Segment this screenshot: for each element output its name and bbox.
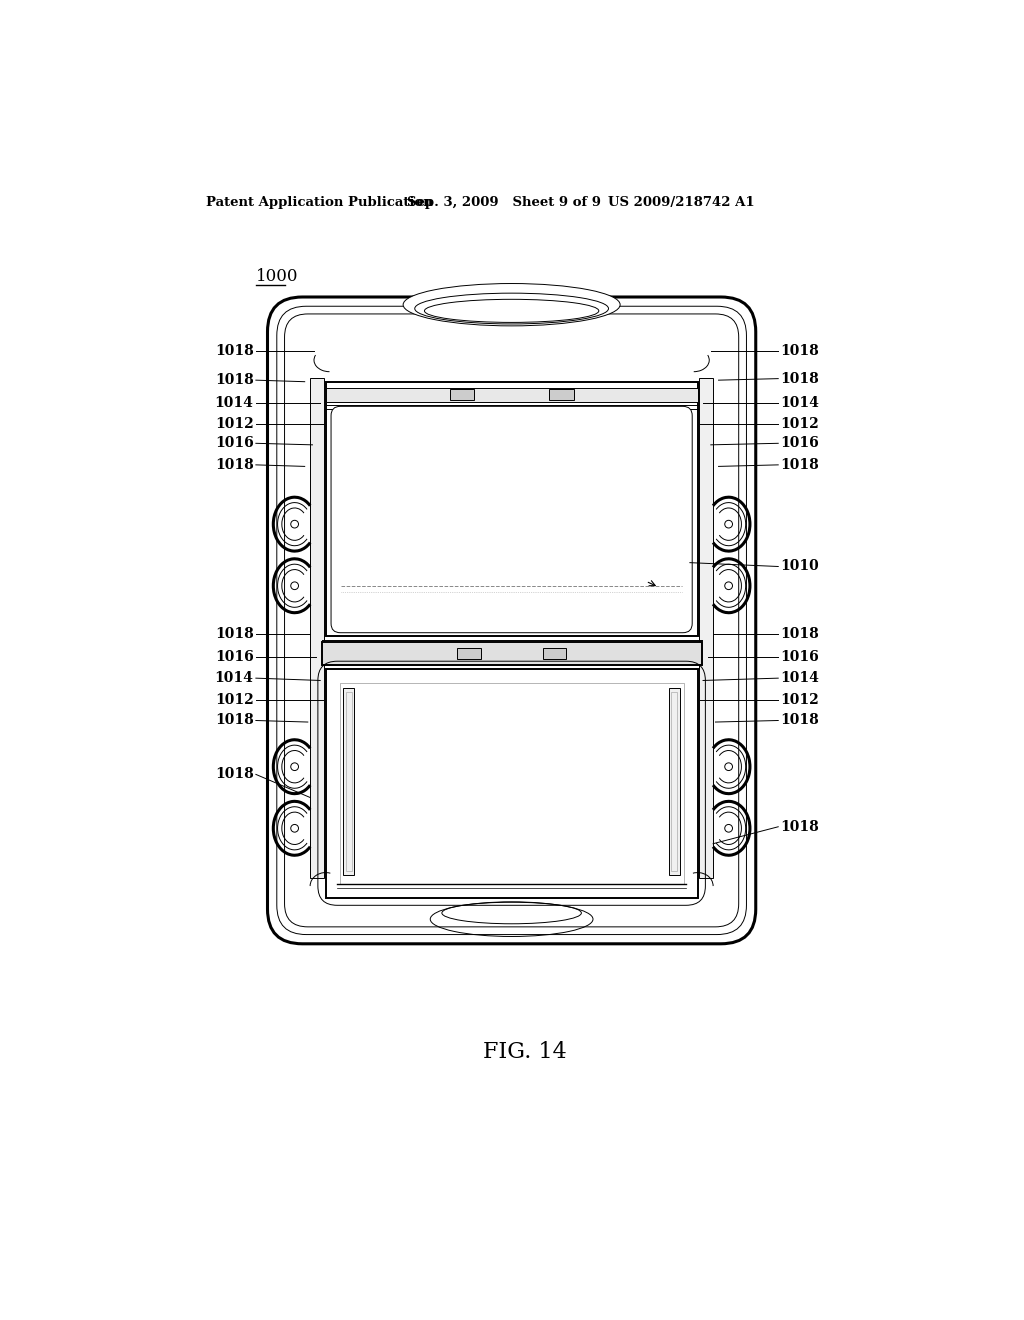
Bar xyxy=(346,692,352,871)
Bar xyxy=(669,688,680,875)
Text: 1014: 1014 xyxy=(780,396,819,411)
Ellipse shape xyxy=(403,284,621,326)
Bar xyxy=(343,688,354,875)
Bar xyxy=(326,669,697,898)
Text: 1012: 1012 xyxy=(215,693,254,706)
Text: 1018: 1018 xyxy=(780,820,819,834)
Circle shape xyxy=(291,582,299,590)
Text: 1018: 1018 xyxy=(215,714,254,727)
Text: US 2009/218742 A1: US 2009/218742 A1 xyxy=(608,197,755,209)
Text: Sep. 3, 2009   Sheet 9 of 9: Sep. 3, 2009 Sheet 9 of 9 xyxy=(407,197,601,209)
Text: 1018: 1018 xyxy=(215,767,254,781)
Bar xyxy=(458,648,480,659)
Text: 1018: 1018 xyxy=(780,345,819,358)
Bar xyxy=(543,648,566,659)
Bar xyxy=(326,388,697,401)
Text: 1018: 1018 xyxy=(215,374,254,387)
Text: 1016: 1016 xyxy=(780,651,819,664)
Text: 1014: 1014 xyxy=(215,671,254,685)
Text: Patent Application Publication: Patent Application Publication xyxy=(206,197,432,209)
Text: 1010: 1010 xyxy=(780,560,819,573)
Text: 1014: 1014 xyxy=(780,671,819,685)
Bar xyxy=(672,692,678,871)
Text: 1016: 1016 xyxy=(780,437,819,450)
Circle shape xyxy=(725,763,732,771)
Text: FIG. 14: FIG. 14 xyxy=(483,1040,566,1063)
Text: 1012: 1012 xyxy=(215,417,254,432)
FancyBboxPatch shape xyxy=(267,297,756,944)
Circle shape xyxy=(291,825,299,832)
Bar xyxy=(549,389,573,400)
Text: 1018: 1018 xyxy=(780,458,819,471)
Circle shape xyxy=(291,763,299,771)
Bar xyxy=(450,389,474,400)
Text: 1018: 1018 xyxy=(780,627,819,642)
Text: 1018: 1018 xyxy=(215,345,254,358)
Circle shape xyxy=(725,520,732,528)
Circle shape xyxy=(291,520,299,528)
Text: 1012: 1012 xyxy=(780,693,819,706)
Text: 1018: 1018 xyxy=(780,714,819,727)
Text: 1016: 1016 xyxy=(215,437,254,450)
Text: 1014: 1014 xyxy=(215,396,254,411)
Circle shape xyxy=(725,825,732,832)
FancyBboxPatch shape xyxy=(331,407,692,632)
Bar xyxy=(322,642,701,665)
Text: 1016: 1016 xyxy=(215,651,254,664)
Bar xyxy=(326,381,697,636)
Text: 1012: 1012 xyxy=(780,417,819,432)
Text: 1018: 1018 xyxy=(215,627,254,642)
Text: 1018: 1018 xyxy=(215,458,254,471)
Bar xyxy=(340,682,684,884)
Circle shape xyxy=(725,582,732,590)
Text: 1000: 1000 xyxy=(256,268,298,285)
Bar xyxy=(310,378,324,878)
Text: 1018: 1018 xyxy=(780,372,819,385)
Bar xyxy=(699,378,713,878)
